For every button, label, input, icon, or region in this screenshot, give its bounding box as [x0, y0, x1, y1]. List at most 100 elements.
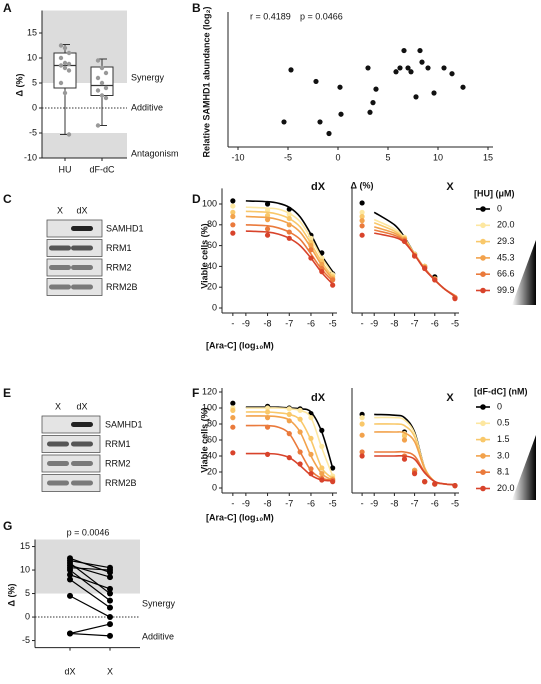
- blot-band: [71, 441, 93, 447]
- annotation: r = 0.4189: [250, 11, 291, 21]
- x-tick-label: -5: [284, 152, 292, 162]
- x-tick-label: -7: [411, 498, 419, 508]
- blot-band: [71, 226, 93, 231]
- data-point: [286, 211, 292, 217]
- shaded-region: [35, 539, 140, 594]
- data-point: [359, 421, 365, 427]
- panel-title: dX: [311, 392, 326, 404]
- y-tick-label: 60: [207, 240, 217, 250]
- panel-letter: B: [192, 1, 201, 15]
- data-point: [62, 45, 68, 51]
- data-point: [319, 269, 325, 275]
- legend-title: [HU] (μM): [474, 188, 515, 198]
- x-tick-label: -6: [431, 318, 439, 328]
- data-point: [422, 265, 428, 272]
- panel-letter: D: [192, 192, 201, 206]
- blot-band: [47, 480, 69, 486]
- data-point: [99, 93, 105, 98]
- data-point: [107, 567, 113, 574]
- blot-band: [49, 245, 71, 251]
- fit-curve: [245, 407, 334, 477]
- data-point: [58, 55, 64, 61]
- data-point: [441, 65, 447, 71]
- data-point: [107, 632, 113, 639]
- legend-label: 0: [497, 203, 502, 213]
- x-tick-label: -: [231, 498, 234, 508]
- legend-marker: [480, 255, 486, 261]
- blot-band: [71, 480, 93, 486]
- data-point: [308, 471, 314, 477]
- x-tick-label: -7: [411, 318, 419, 328]
- x-tick-label: -9: [370, 498, 378, 508]
- panel-letter: G: [3, 519, 12, 533]
- data-point: [308, 415, 314, 421]
- legend-marker: [480, 206, 486, 212]
- data-point: [359, 449, 365, 455]
- protein-label: RRM1: [105, 439, 131, 449]
- legend-label: 20.0: [497, 483, 515, 493]
- x-tick-label: -8: [264, 318, 272, 328]
- legend-label: 45.3: [497, 252, 515, 262]
- data-point: [95, 75, 101, 81]
- data-point: [230, 230, 236, 236]
- blot-band: [47, 461, 69, 466]
- legend-label: 0: [497, 401, 502, 411]
- data-point: [286, 455, 292, 461]
- legend-marker: [480, 222, 486, 229]
- pair-line: [69, 623, 111, 635]
- data-point: [264, 409, 271, 415]
- protein-label: RRM2B: [106, 282, 138, 292]
- data-point: [286, 418, 292, 424]
- y-tick-label: 20: [207, 466, 217, 476]
- data-point: [359, 453, 365, 459]
- data-point: [373, 86, 379, 92]
- data-point: [95, 123, 101, 128]
- data-point: [107, 597, 113, 604]
- data-point: [230, 222, 236, 228]
- blot-band: [47, 441, 69, 447]
- data-point: [62, 90, 68, 96]
- y-tick-label: -5: [29, 127, 37, 137]
- y-tick-label: 120: [202, 386, 217, 396]
- data-point: [330, 479, 336, 485]
- legend-marker: [480, 287, 486, 294]
- data-point: [359, 213, 365, 220]
- legend-marker: [480, 271, 486, 278]
- data-point: [230, 203, 236, 209]
- data-point: [95, 88, 101, 93]
- legend-label: 0.5: [497, 418, 510, 428]
- y-tick-label: 15: [27, 27, 37, 37]
- data-point: [338, 111, 344, 117]
- data-point: [308, 451, 314, 457]
- lane-label: dX: [76, 401, 87, 411]
- y-tick-label: 0: [212, 482, 217, 492]
- x-tick-label: -8: [390, 498, 398, 508]
- blot-band: [71, 245, 93, 251]
- protein-label: RRM2B: [105, 478, 137, 488]
- x-tick-label: -: [231, 318, 234, 328]
- x-tick-label: -7: [285, 498, 293, 508]
- data-point: [359, 200, 365, 206]
- data-point: [264, 451, 271, 457]
- data-point: [66, 132, 72, 137]
- data-point: [230, 209, 236, 215]
- data-point: [330, 465, 336, 471]
- data-point: [425, 65, 431, 71]
- data-point: [264, 424, 271, 430]
- data-point: [330, 277, 336, 283]
- x-tick-label: HU: [59, 164, 72, 174]
- data-point: [230, 415, 236, 421]
- data-point: [66, 50, 72, 56]
- data-point: [107, 604, 113, 611]
- data-point: [286, 406, 292, 412]
- data-point: [286, 215, 292, 222]
- data-point: [286, 431, 292, 437]
- y-tick-label: 100: [202, 402, 217, 412]
- x-tick-label: -8: [390, 318, 398, 328]
- blot-band: [49, 265, 71, 270]
- x-tick-label: dF-dC: [89, 164, 115, 174]
- data-point: [405, 65, 411, 71]
- pair-line: [69, 595, 111, 618]
- data-point: [359, 223, 365, 229]
- data-point: [359, 218, 365, 224]
